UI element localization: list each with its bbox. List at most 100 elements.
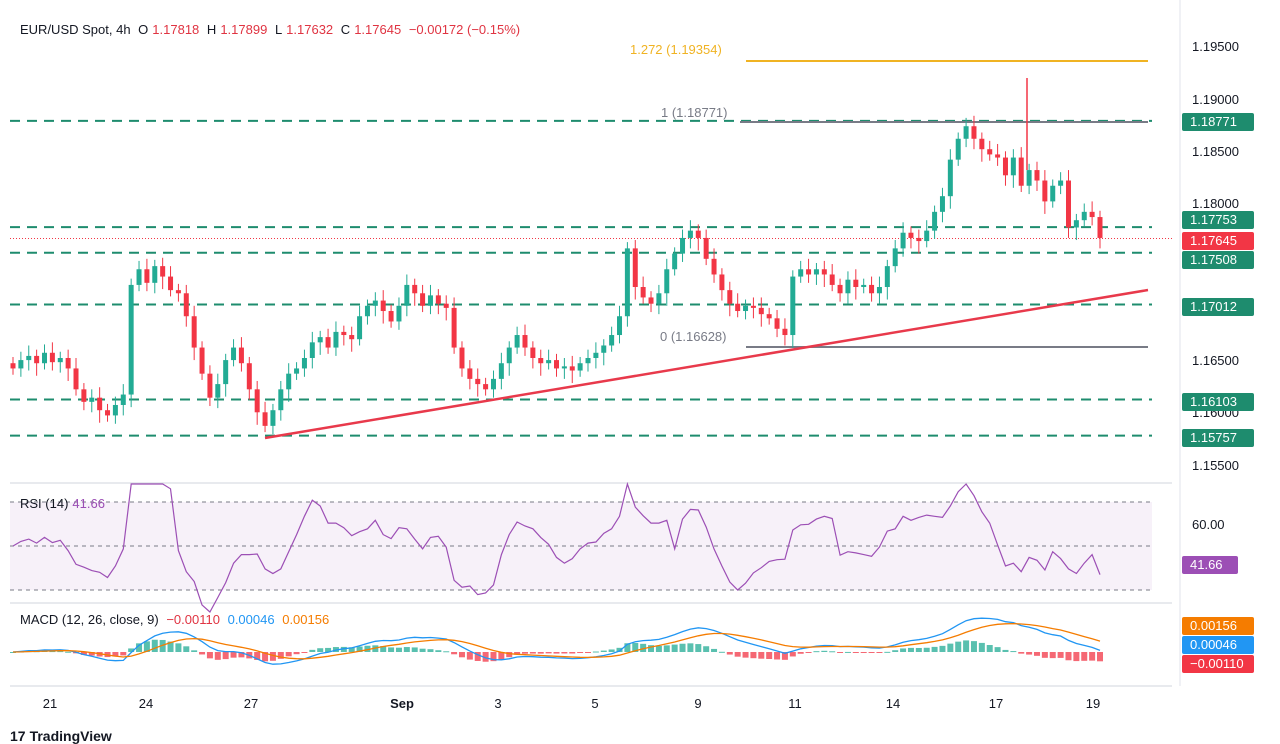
macd-histogram-bar	[80, 652, 87, 655]
macd-histogram-bar	[679, 643, 686, 652]
candle-body	[427, 295, 433, 306]
candle-body	[530, 347, 536, 358]
macd-histogram-bar	[340, 646, 347, 652]
candle-body	[207, 373, 213, 398]
candle-body	[420, 293, 426, 306]
macd-histogram-bar	[301, 652, 308, 653]
candle-body	[490, 378, 496, 390]
macd-histogram-bar	[167, 641, 174, 652]
rsi-value: 41.66	[72, 496, 105, 511]
candle-body	[34, 355, 40, 364]
candle-body	[727, 290, 733, 304]
x-axis-label: Sep	[390, 696, 414, 711]
macd-histogram-bar	[451, 652, 458, 655]
macd-histogram-bar	[718, 651, 725, 653]
tradingview-footer[interactable]: 17 TradingView	[10, 728, 112, 744]
macd-histogram-bar	[970, 641, 977, 652]
x-axis-label: 19	[1085, 696, 1101, 711]
macd-histogram-bar	[458, 652, 465, 658]
candle-body	[687, 230, 693, 238]
level-tag-15757: 1.15757	[1182, 429, 1254, 447]
macd-hist-tag: −0.00110	[1182, 655, 1254, 673]
candle-body	[412, 284, 418, 294]
macd-histogram-bar	[758, 652, 765, 659]
macd-histogram-bar	[199, 652, 206, 655]
macd-label[interactable]: MACD (12, 26, close, 9)	[20, 612, 159, 627]
candle-body	[514, 335, 520, 348]
candle-body	[987, 149, 993, 155]
macd-histogram-bar	[632, 642, 639, 652]
macd-histogram-bar	[1081, 652, 1088, 661]
candle-body	[404, 284, 410, 306]
macd-histogram-bar	[490, 652, 497, 662]
candle-body	[97, 397, 103, 411]
candle-body	[813, 269, 819, 275]
price-axis-label: 1.19000	[1192, 92, 1239, 107]
macd-histogram-bar	[876, 652, 883, 653]
rsi-axis-label: 60.00	[1192, 517, 1225, 532]
level-tag-18771: 1.18771	[1182, 113, 1254, 131]
rsi-tag: 41.66	[1182, 556, 1238, 574]
macd-histogram-bar	[577, 652, 584, 654]
candle-body	[199, 347, 205, 374]
brand-name: TradingView	[29, 728, 112, 744]
candle-body	[624, 248, 630, 317]
macd-histogram-bar	[600, 650, 607, 652]
macd-histogram-bar	[57, 651, 64, 653]
macd-histogram-bar	[781, 652, 788, 660]
candle-body	[656, 293, 662, 304]
macd-histogram-bar	[403, 647, 410, 652]
candle-body	[569, 366, 575, 371]
candle-body	[995, 154, 1001, 158]
macd-line	[12, 617, 1101, 665]
candle-body	[49, 352, 55, 363]
macd-histogram-bar	[175, 643, 182, 652]
macd-histogram-bar	[529, 652, 536, 654]
macd-histogram-bar	[648, 645, 655, 652]
macd-histogram-bar	[671, 644, 678, 652]
candle-body	[845, 279, 851, 294]
macd-histogram-bar	[742, 652, 749, 658]
macd-histogram-bar	[1002, 649, 1009, 652]
macd-histogram-bar	[498, 652, 505, 660]
macd-histogram-bar	[663, 645, 670, 652]
macd-histogram-bar	[206, 652, 213, 659]
candle-body	[246, 363, 252, 390]
rsi-label[interactable]: RSI (14)	[20, 496, 69, 511]
macd-signal-value: 0.00156	[282, 612, 330, 627]
x-axis-label: 11	[788, 696, 802, 711]
macd-histogram-bar	[88, 652, 95, 656]
macd-histogram-bar	[829, 651, 836, 653]
level-tag-16103: 1.16103	[1182, 393, 1254, 411]
macd-histogram-bar	[277, 652, 284, 659]
macd-histogram-bar	[1089, 652, 1096, 661]
macd-histogram-bar	[860, 652, 867, 653]
candle-body	[168, 276, 174, 291]
macd-histogram-bar	[112, 652, 119, 657]
macd-histogram-bar	[766, 652, 773, 659]
level-tag-17753: 1.17753	[1182, 211, 1254, 229]
candle-body	[120, 394, 126, 405]
macd-histogram-bar	[986, 645, 993, 652]
x-axis-label: 14	[885, 696, 901, 711]
candle-body	[892, 248, 898, 267]
chart-header: EUR/USD Spot, 4h O 1.17818 H 1.17899 L 1.17…	[20, 22, 524, 37]
candle-body	[609, 335, 615, 346]
macd-histogram-bar	[821, 650, 828, 652]
candle-body	[648, 297, 654, 304]
macd-hist-value: −0.00110	[166, 612, 220, 627]
candle-body	[1034, 170, 1040, 181]
x-axis-label: 9	[694, 696, 702, 711]
candle-body	[664, 269, 670, 294]
candle-body	[750, 305, 756, 308]
fib-0-label: 0 (1.16628)	[660, 329, 727, 344]
macd-histogram-bar	[159, 639, 166, 652]
symbol-label[interactable]: EUR/USD Spot, 4h	[20, 22, 131, 37]
candle-body	[908, 232, 914, 238]
candle-body	[806, 269, 812, 275]
candle-body	[719, 274, 725, 291]
macd-histogram-bar	[789, 652, 796, 657]
macd-histogram-bar	[364, 645, 371, 652]
candle-body	[81, 389, 87, 402]
